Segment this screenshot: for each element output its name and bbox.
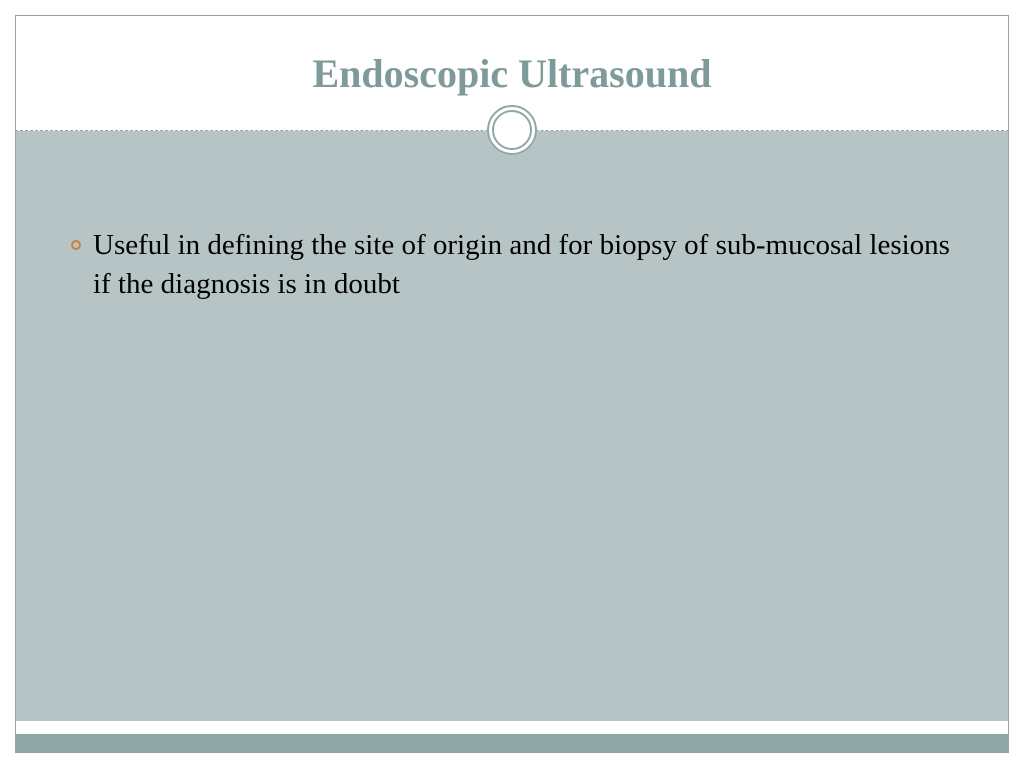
list-item: Useful in defining the site of origin an… [71, 226, 953, 304]
circle-inner-icon [492, 110, 532, 150]
slide-title: Endoscopic Ultrasound [313, 50, 712, 97]
body-area: Useful in defining the site of origin an… [16, 131, 1008, 721]
circle-outer-icon [487, 105, 537, 155]
bottom-accent-bar [16, 734, 1008, 752]
bullet-icon [71, 240, 81, 250]
bullet-text: Useful in defining the site of origin an… [93, 226, 953, 304]
circle-ornament [487, 105, 537, 155]
content-region: Useful in defining the site of origin an… [16, 131, 1008, 304]
